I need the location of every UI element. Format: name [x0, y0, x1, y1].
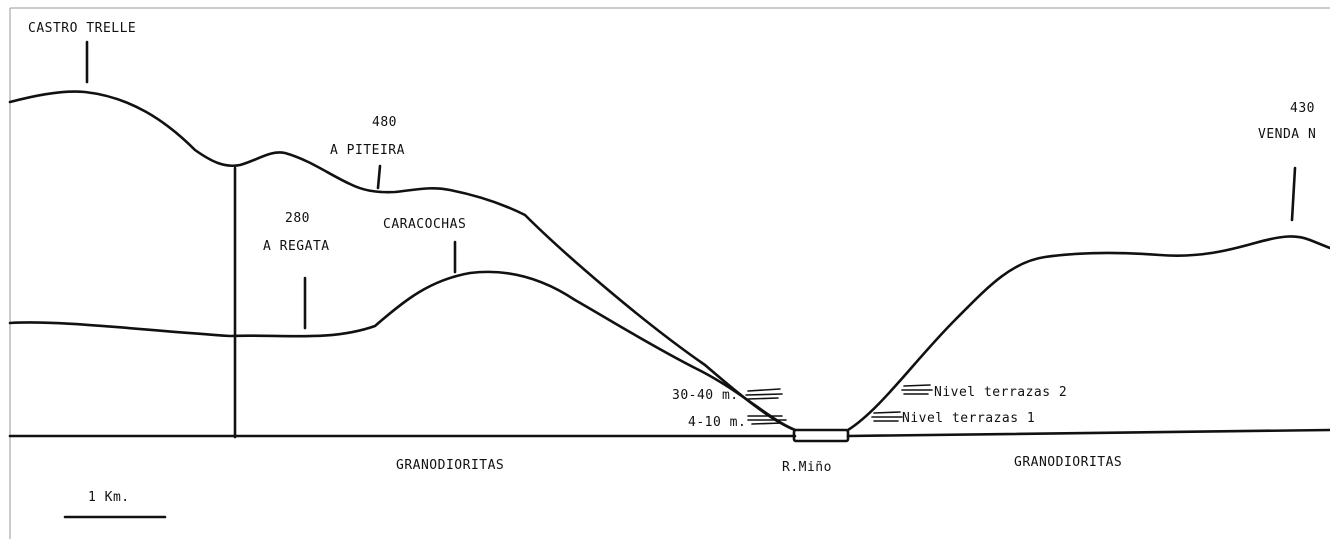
label-river: R.Miño [782, 460, 832, 475]
venda-leader [1290, 166, 1297, 222]
piteira-leader [376, 164, 382, 190]
label-venda-elevation: 430 [1290, 101, 1315, 116]
label-castro-trelle: CASTRO TRELLE [28, 21, 136, 36]
label-scale: 1 Km. [88, 490, 130, 505]
terrace-marks-left [745, 388, 787, 425]
label-regata-name: A REGATA [263, 239, 330, 254]
label-venda-name: VENDA N [1258, 127, 1316, 142]
label-piteira-elevation: 480 [372, 115, 397, 130]
label-caracochas: CARACOCHAS [383, 217, 466, 232]
river-bed [792, 428, 850, 443]
right-terrain-profile [846, 235, 1330, 432]
label-terrace-depth-1: 4-10 m. [688, 415, 746, 430]
label-rock-left: GRANODIORITAS [396, 458, 504, 473]
lower-terrain-profile [8, 270, 797, 432]
label-terrace-depth-2: 30-40 m. [672, 388, 739, 403]
upper-terrain-profile [8, 90, 797, 432]
terrace-marks-right [871, 384, 933, 422]
label-regata-elevation: 280 [285, 211, 310, 226]
label-rock-right: GRANODIORITAS [1014, 455, 1122, 470]
baseline [8, 428, 1330, 438]
label-terrace-level-2: Nivel terrazas 2 [934, 385, 1067, 400]
label-terrace-level-1: Nivel terrazas 1 [902, 411, 1035, 426]
label-piteira-name: A PITEIRA [330, 143, 405, 158]
